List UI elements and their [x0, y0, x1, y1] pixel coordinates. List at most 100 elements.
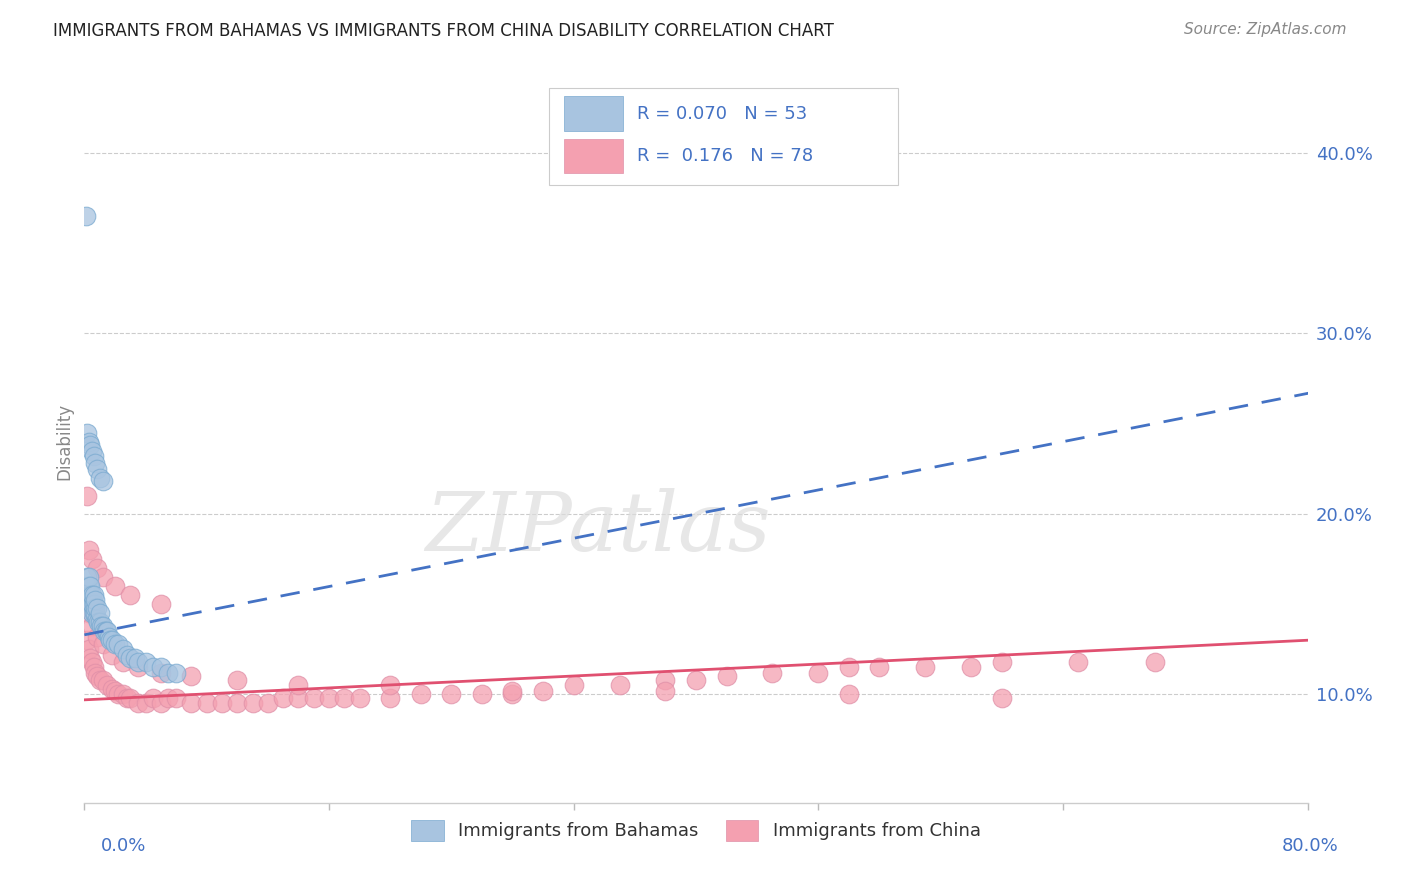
Point [440, 687, 463, 701]
Point [93, 624, 115, 639]
Point [80, 443, 103, 458]
Point [211, 697, 233, 711]
Point [991, 691, 1014, 706]
Point [226, 673, 249, 687]
Point [838, 687, 860, 701]
Point [101, 648, 124, 662]
Point [104, 683, 127, 698]
Point [77, 542, 100, 557]
Point [89, 673, 111, 687]
Point [242, 697, 264, 711]
Point [96, 678, 118, 692]
Point [98, 633, 121, 648]
Legend: Immigrants from Bahamas, Immigrants from China: Immigrants from Bahamas, Immigrants from… [404, 813, 988, 848]
Point [409, 687, 432, 701]
Point [502, 687, 524, 701]
Point [115, 648, 138, 662]
Point [77, 570, 100, 584]
Point [86, 461, 108, 475]
Point [89, 471, 111, 485]
Point [180, 697, 202, 711]
Point [83, 597, 105, 611]
Text: R =  0.176   N = 78: R = 0.176 N = 78 [637, 147, 814, 165]
Point [838, 660, 860, 674]
Point [91, 637, 114, 651]
Point [107, 637, 129, 651]
Point [80, 597, 103, 611]
Bar [564, 96, 623, 131]
Point [86, 630, 108, 644]
Point [271, 691, 294, 706]
Point [127, 697, 149, 711]
Point [807, 665, 830, 680]
Point [287, 678, 309, 692]
Point [97, 630, 120, 644]
Point [761, 665, 783, 680]
Point [1143, 655, 1166, 669]
Point [111, 655, 134, 669]
Point [157, 691, 180, 706]
Point [149, 660, 172, 674]
Text: R = 0.070   N = 53: R = 0.070 N = 53 [637, 104, 807, 122]
Point [149, 597, 172, 611]
Point [157, 665, 180, 680]
Text: 80.0%: 80.0% [1282, 837, 1339, 855]
Point [333, 691, 356, 706]
Point [83, 660, 105, 674]
Point [79, 588, 101, 602]
Point [76, 489, 98, 503]
Point [149, 697, 172, 711]
Point [89, 615, 111, 630]
Text: ZIPatlas: ZIPatlas [426, 488, 770, 568]
Point [471, 687, 494, 701]
Point [79, 579, 101, 593]
Point [562, 678, 585, 692]
Point [380, 691, 402, 706]
Point [76, 579, 98, 593]
Point [124, 651, 146, 665]
Point [502, 683, 524, 698]
Point [96, 624, 118, 639]
Point [79, 651, 101, 665]
Point [84, 593, 107, 607]
Point [914, 660, 936, 674]
Point [165, 665, 187, 680]
Point [609, 678, 631, 692]
Point [180, 669, 202, 683]
Point [84, 456, 107, 470]
Point [111, 687, 134, 701]
Point [960, 660, 983, 674]
Point [142, 691, 165, 706]
Point [115, 691, 138, 706]
Point [111, 642, 134, 657]
Text: Source: ZipAtlas.com: Source: ZipAtlas.com [1184, 22, 1347, 37]
Point [349, 691, 371, 706]
Point [75, 209, 97, 223]
Point [86, 669, 108, 683]
Point [1067, 655, 1090, 669]
Point [287, 691, 309, 706]
Point [716, 669, 738, 683]
Point [120, 651, 142, 665]
Point [257, 697, 280, 711]
Point [80, 619, 103, 633]
Point [76, 425, 98, 440]
Point [86, 600, 108, 615]
Point [104, 579, 127, 593]
Point [226, 697, 249, 711]
Point [685, 673, 707, 687]
Point [654, 673, 676, 687]
Point [80, 588, 103, 602]
Point [77, 642, 100, 657]
Point [654, 683, 676, 698]
Text: 0.0%: 0.0% [101, 837, 146, 855]
Point [84, 606, 107, 620]
Point [127, 655, 149, 669]
Point [101, 633, 124, 648]
Point [149, 665, 172, 680]
Point [195, 697, 218, 711]
Point [77, 588, 100, 602]
Point [77, 434, 100, 449]
Point [104, 637, 127, 651]
Point [91, 673, 114, 687]
